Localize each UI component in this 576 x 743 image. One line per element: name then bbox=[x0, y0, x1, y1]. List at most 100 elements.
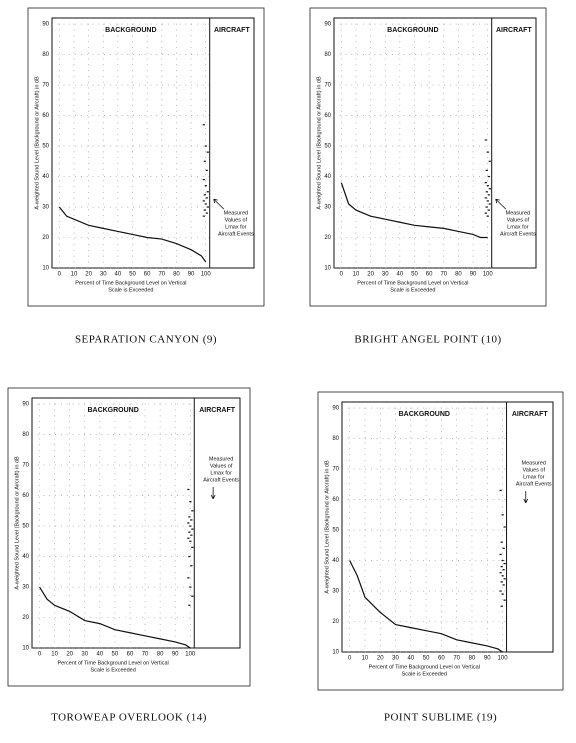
x-tick-label: 100 bbox=[498, 656, 509, 662]
aircraft-point bbox=[485, 191, 488, 193]
chart: 0 10 20 30 40 50 60 70 80 90 100 10 20 30 40 50 60 70 80 90… bbox=[27, 7, 265, 346]
caption: POINT SUBLIME (19) bbox=[384, 712, 497, 724]
aircraft-point bbox=[486, 151, 489, 153]
x-axis-label: Percent of Time Background Level on Vert… bbox=[57, 660, 168, 666]
aircraft-point bbox=[205, 169, 208, 172]
y-tick-label: 80 bbox=[22, 432, 29, 438]
aircraft-point bbox=[205, 197, 208, 199]
aircraft-point bbox=[484, 212, 487, 214]
y-tick-label: 50 bbox=[22, 524, 29, 530]
caption: SEPARATION CANYON (9) bbox=[75, 334, 217, 346]
aircraft-point bbox=[500, 541, 503, 543]
aircraft-point bbox=[499, 553, 502, 556]
x-tick-label: 40 bbox=[115, 272, 122, 278]
annotation: Measured bbox=[224, 211, 248, 217]
x-tick-label: 90 bbox=[188, 272, 195, 278]
x-tick-label: 70 bbox=[440, 272, 447, 278]
aircraft-point bbox=[486, 185, 489, 187]
aircraft-point bbox=[187, 537, 190, 539]
plot-frame bbox=[31, 397, 241, 649]
aircraft-point bbox=[191, 528, 194, 530]
annotation: Lmax for bbox=[210, 470, 232, 476]
aircraft-point bbox=[191, 510, 194, 512]
x-tick-label: 20 bbox=[367, 272, 374, 278]
aircraft-point bbox=[500, 581, 503, 583]
y-tick-label: 30 bbox=[22, 585, 29, 591]
aircraft-point bbox=[502, 547, 505, 549]
y-tick-label: 20 bbox=[332, 619, 339, 625]
x-tick-label: 100 bbox=[185, 652, 196, 658]
panel-border bbox=[7, 387, 251, 687]
y-tick-label: 20 bbox=[42, 235, 49, 241]
x-tick-label: 80 bbox=[455, 272, 462, 278]
y-tick-label: 70 bbox=[332, 467, 339, 473]
x-tick-label: 50 bbox=[112, 652, 119, 658]
y-tick-label: 10 bbox=[42, 266, 49, 272]
aircraft-point bbox=[499, 489, 502, 492]
aircraft-point bbox=[484, 182, 487, 184]
x-tick-label: 30 bbox=[392, 656, 399, 662]
y-axis-label: A-weighted Sound Level (Background or Ai… bbox=[324, 460, 330, 594]
y-tick-label: 40 bbox=[22, 554, 29, 560]
aircraft-point bbox=[206, 191, 209, 193]
aircraft-point bbox=[187, 577, 190, 579]
x-tick-label: 40 bbox=[96, 652, 103, 658]
aircraft-point bbox=[485, 169, 488, 172]
y-tick-label: 60 bbox=[42, 113, 49, 119]
y-tick-label: 30 bbox=[332, 589, 339, 595]
y-tick-label: 40 bbox=[324, 174, 331, 180]
y-tick-label: 10 bbox=[324, 266, 331, 272]
x-tick-label: 80 bbox=[173, 272, 180, 278]
annotation: Aircraft Events bbox=[500, 232, 536, 238]
plot-frame bbox=[341, 401, 554, 653]
aircraft-point bbox=[204, 145, 207, 147]
y-tick-label: 50 bbox=[332, 528, 339, 534]
annotation: Measured bbox=[522, 460, 546, 466]
series-label: BACKGROUND bbox=[105, 27, 156, 34]
aircraft-point bbox=[202, 215, 205, 217]
aircraft-point bbox=[487, 209, 490, 211]
aircraft-point bbox=[191, 546, 194, 548]
x-tick-label: 90 bbox=[484, 656, 491, 662]
annotation: Values of bbox=[225, 218, 248, 224]
aircraft-point bbox=[503, 599, 506, 601]
x-tick-label: 10 bbox=[51, 652, 58, 658]
x-tick-label: 0 bbox=[38, 652, 42, 658]
aircraft-point bbox=[205, 212, 208, 214]
background-line bbox=[39, 586, 191, 649]
y-tick-label: 60 bbox=[332, 497, 339, 503]
y-axis-label: A-weighted Sound Level (Background or Ai… bbox=[316, 76, 322, 210]
x-tick-label: 30 bbox=[100, 272, 107, 278]
aircraft-point bbox=[188, 555, 191, 558]
aircraft-point bbox=[487, 175, 490, 178]
aircraft-point bbox=[206, 206, 209, 208]
y-tick-label: 60 bbox=[22, 493, 29, 499]
caption: BRIGHT ANGEL POINT (10) bbox=[354, 334, 501, 346]
aircraft-point bbox=[486, 215, 489, 217]
y-tick-label: 10 bbox=[22, 646, 29, 652]
aircraft-point bbox=[189, 501, 192, 503]
plot-frame bbox=[333, 17, 537, 269]
aircraft-point bbox=[204, 203, 207, 205]
x-tick-label: 50 bbox=[411, 272, 418, 278]
y-tick-label: 50 bbox=[42, 144, 49, 150]
x-tick-label: 30 bbox=[81, 652, 88, 658]
aircraft-point bbox=[503, 526, 506, 528]
x-tick-label: 40 bbox=[407, 656, 414, 662]
x-axis-label: Scale is Exceeded bbox=[402, 671, 447, 677]
aircraft-point bbox=[501, 514, 504, 516]
y-tick-label: 70 bbox=[42, 83, 49, 89]
y-tick-label: 90 bbox=[42, 22, 49, 28]
aircraft-point bbox=[202, 178, 205, 181]
aircraft-point bbox=[501, 559, 504, 562]
y-axis-label: A-weighted Sound Level (Background or Ai… bbox=[14, 456, 20, 590]
x-tick-label: 10 bbox=[362, 656, 369, 662]
x-tick-label: 20 bbox=[377, 656, 384, 662]
x-tick-label: 0 bbox=[348, 656, 352, 662]
arrow bbox=[213, 198, 225, 210]
x-tick-label: 0 bbox=[58, 272, 62, 278]
aircraft-point bbox=[190, 519, 193, 521]
x-tick-label: 60 bbox=[438, 656, 445, 662]
series-label: AIRCRAFT bbox=[512, 411, 548, 418]
aircraft-point bbox=[187, 488, 190, 491]
